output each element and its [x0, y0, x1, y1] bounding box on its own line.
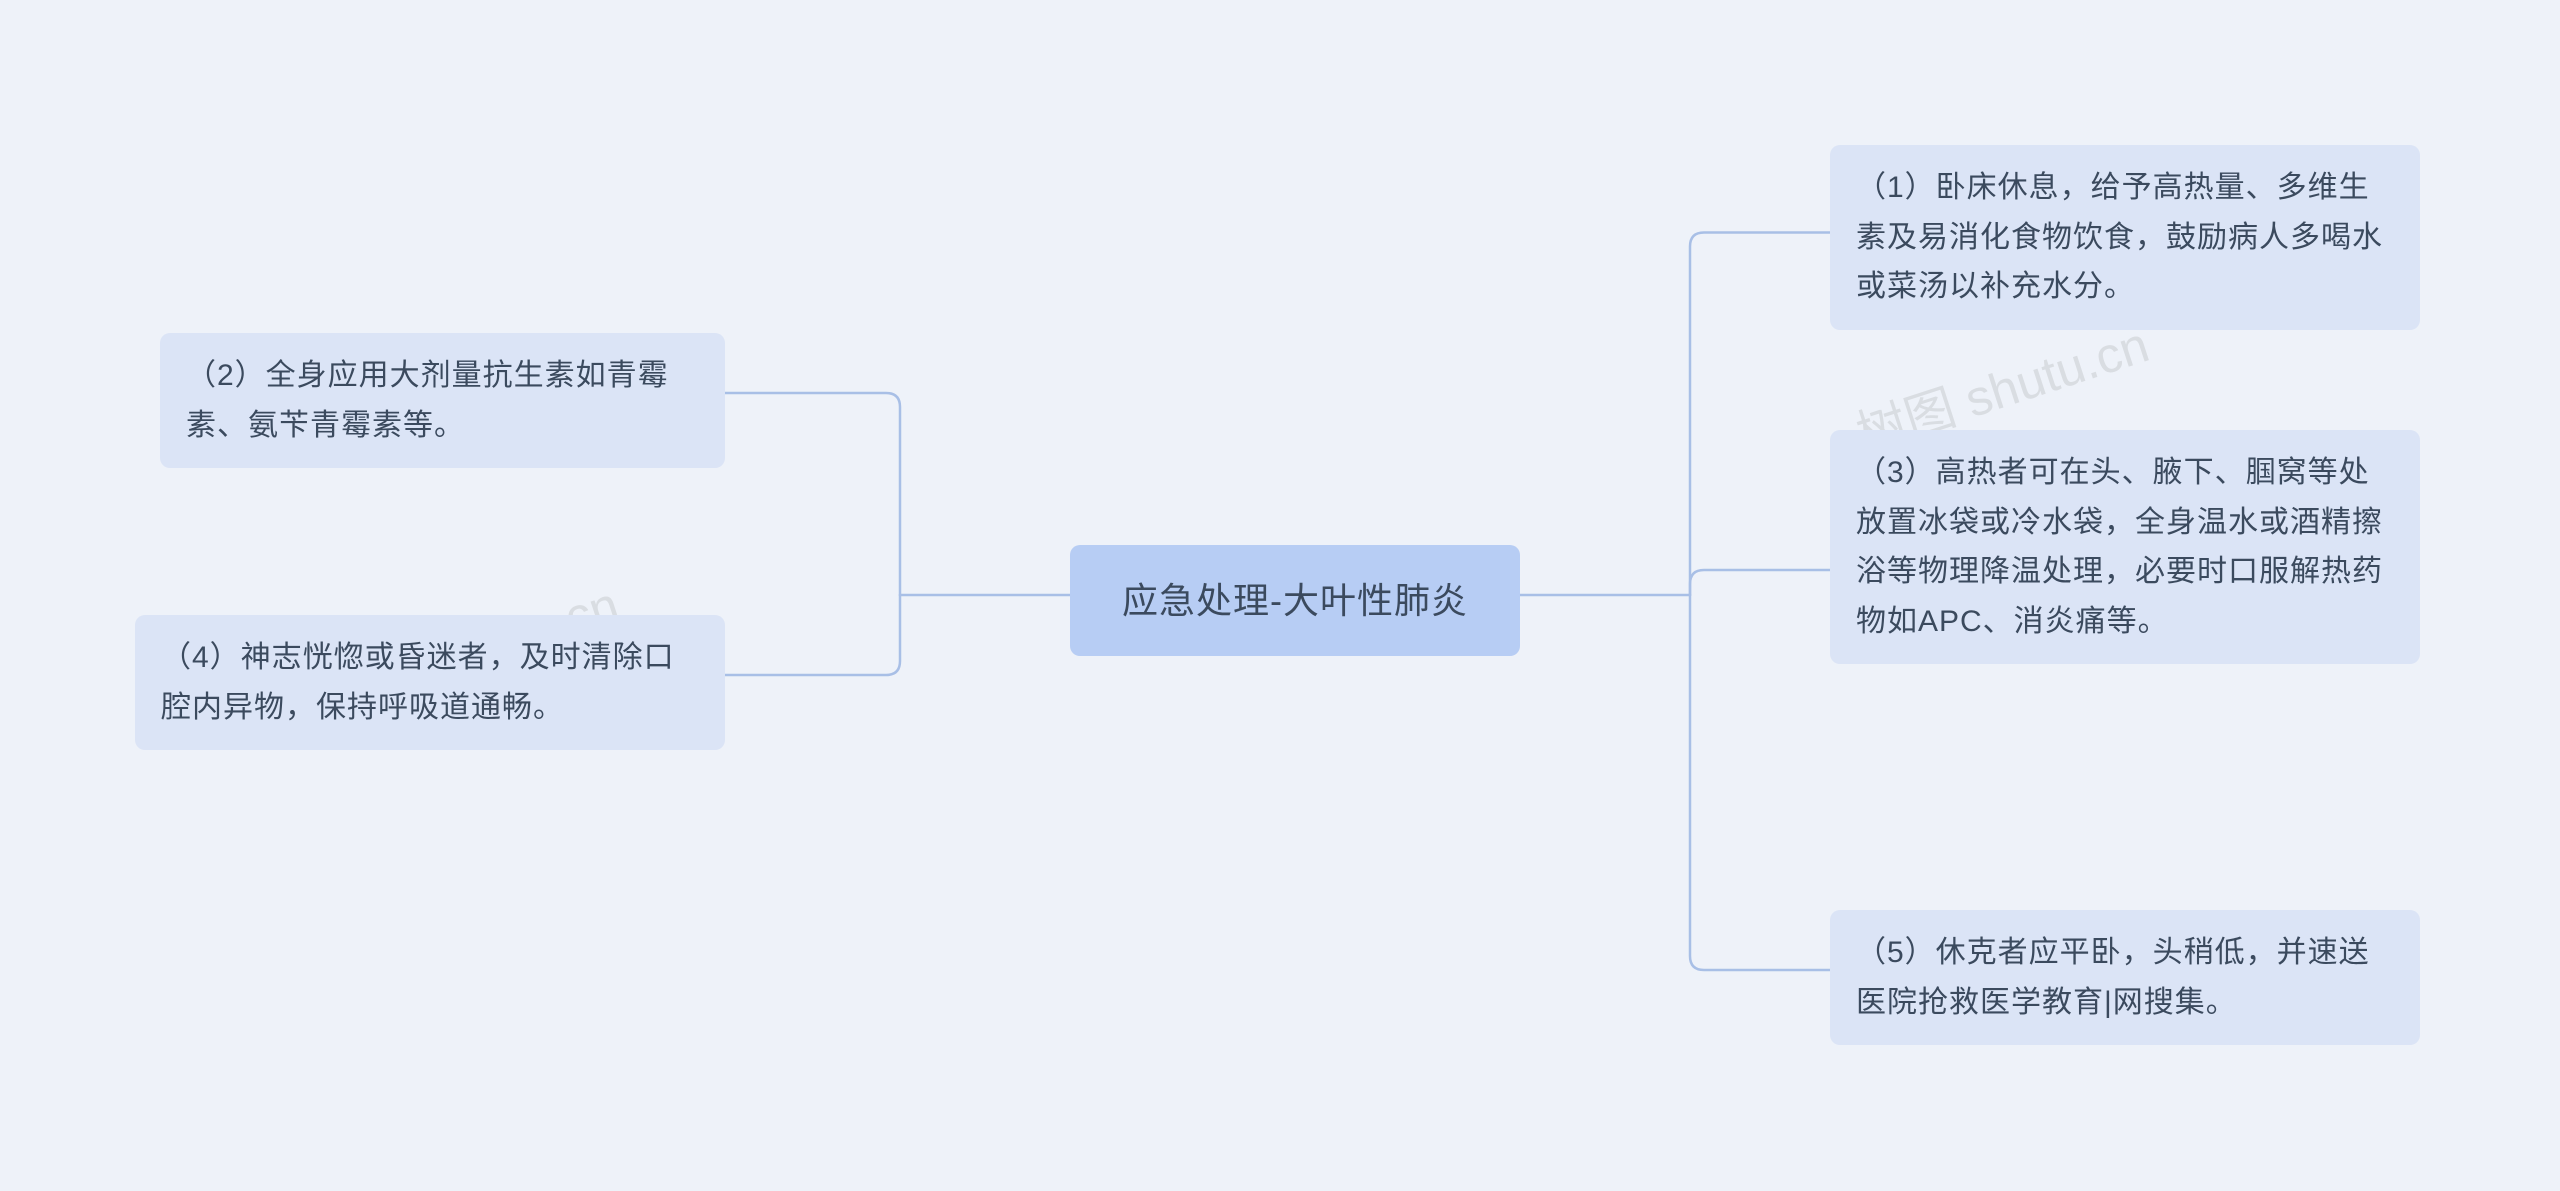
root-label: 应急处理-大叶性肺炎	[1122, 580, 1468, 621]
leaf-label: （5）休克者应平卧，头稍低，并速送医院抢救医学教育|网搜集。	[1856, 936, 2370, 1019]
leaf-label: （2）全身应用大剂量抗生素如青霉素、氨苄青霉素等。	[186, 359, 669, 442]
leaf-label: （1）卧床休息，给予高热量、多维生素及易消化食物饮食，鼓励病人多喝水或菜汤以补充…	[1856, 171, 2383, 303]
leaf-label: （4）神志恍惚或昏迷者，及时清除口腔内异物，保持呼吸道通畅。	[161, 641, 675, 724]
leaf-label: （3）高热者可在头、腋下、腘窝等处放置冰袋或冷水袋，全身温水或酒精擦浴等物理降温…	[1856, 456, 2383, 638]
mindmap-leaf-node[interactable]: （5）休克者应平卧，头稍低，并速送医院抢救医学教育|网搜集。	[1830, 910, 2420, 1045]
mindmap-leaf-node[interactable]: （4）神志恍惚或昏迷者，及时清除口腔内异物，保持呼吸道通畅。	[135, 615, 725, 750]
mindmap-canvas: 树图 shutu.cn 树图 shutu.cn 应急处理-大叶性肺炎 （2）全身…	[0, 0, 2560, 1191]
mindmap-leaf-node[interactable]: （2）全身应用大剂量抗生素如青霉素、氨苄青霉素等。	[160, 333, 725, 468]
mindmap-leaf-node[interactable]: （1）卧床休息，给予高热量、多维生素及易消化食物饮食，鼓励病人多喝水或菜汤以补充…	[1830, 145, 2420, 330]
mindmap-leaf-node[interactable]: （3）高热者可在头、腋下、腘窝等处放置冰袋或冷水袋，全身温水或酒精擦浴等物理降温…	[1830, 430, 2420, 664]
mindmap-root-node[interactable]: 应急处理-大叶性肺炎	[1070, 545, 1520, 656]
